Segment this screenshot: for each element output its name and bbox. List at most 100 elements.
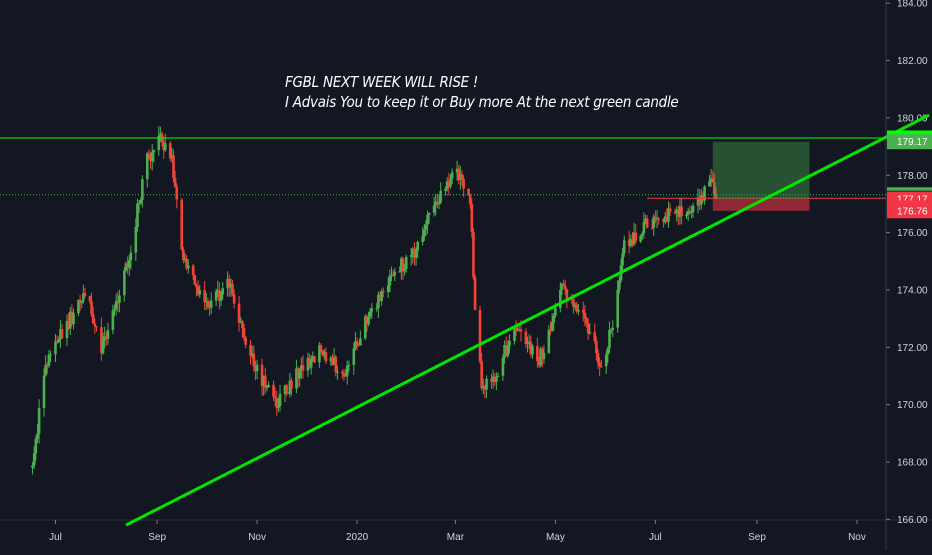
candle-body <box>691 205 695 213</box>
candle-body <box>598 362 601 367</box>
candle-body <box>105 336 108 339</box>
candle-body <box>668 208 672 212</box>
candle-body <box>357 343 361 346</box>
candle-body <box>667 208 670 222</box>
candle-body <box>462 179 465 189</box>
candle-body <box>436 201 439 205</box>
x-tick-label: Nov <box>848 532 866 543</box>
candle-body <box>621 253 624 266</box>
candle-body <box>391 274 395 276</box>
candle-body <box>655 218 659 220</box>
candles-group <box>31 126 718 475</box>
candle-body <box>260 364 264 387</box>
candle-body <box>562 283 565 286</box>
candle-body <box>421 236 424 242</box>
candle-body <box>68 311 72 329</box>
candle-body <box>221 288 224 295</box>
candle-body <box>573 304 577 307</box>
candle-body <box>604 354 608 367</box>
annotation-line-2: I Advais You to keep it or Buy more At t… <box>285 93 679 111</box>
candle-body <box>524 331 528 344</box>
candle-body <box>549 329 552 331</box>
candle-body <box>342 373 346 377</box>
candle-body <box>618 280 621 290</box>
candle-body <box>644 218 647 222</box>
candle-body <box>445 181 449 189</box>
candle-body <box>77 299 80 314</box>
candle-body <box>309 359 313 368</box>
candle-body <box>55 341 59 343</box>
y-tick-label: 180.00 <box>897 113 928 124</box>
price-label-text: 179.17 <box>897 137 928 148</box>
candle-body <box>560 283 564 291</box>
candle-body <box>263 375 267 388</box>
candle-body <box>439 190 442 203</box>
candle-body <box>714 194 718 198</box>
position-profit-zone[interactable] <box>712 141 810 200</box>
candle-body <box>237 303 241 323</box>
candle-body <box>334 356 338 373</box>
candle-body <box>542 352 546 360</box>
candle-body <box>354 341 357 349</box>
candle-body <box>44 364 47 376</box>
candle-body <box>37 408 41 434</box>
candle-body <box>606 348 610 355</box>
candle-body <box>537 361 541 366</box>
candle-body <box>318 345 321 363</box>
candle-body <box>634 232 638 242</box>
candle-body <box>118 295 121 304</box>
candle-body <box>403 268 406 272</box>
candle-body <box>172 155 175 179</box>
candle-body <box>413 248 416 258</box>
position-loss-zone[interactable] <box>712 199 810 211</box>
candle-body <box>149 153 152 162</box>
candle-body <box>529 341 533 355</box>
candle-body <box>632 232 636 245</box>
candle-body <box>65 321 69 339</box>
candle-body <box>134 226 138 253</box>
candle-body <box>631 239 634 245</box>
candle-body <box>496 375 500 377</box>
candle-body <box>267 384 270 388</box>
candle-body <box>642 221 646 234</box>
candle-body <box>586 323 590 334</box>
candle-body <box>95 326 98 328</box>
price-label-text: 177.17 <box>897 195 928 206</box>
candle-body <box>493 376 497 383</box>
x-tick-label: Sep <box>148 532 166 543</box>
candle-body <box>467 188 470 196</box>
candle-body <box>485 378 488 390</box>
candle-body <box>265 387 269 389</box>
candle-body <box>324 352 328 362</box>
candle-body <box>344 375 347 377</box>
candle-body <box>341 371 344 374</box>
candle-body <box>596 352 600 363</box>
candle-body <box>680 206 683 217</box>
candle-body <box>103 336 106 341</box>
y-tick-label: 168.00 <box>897 458 928 469</box>
candle-body <box>319 345 323 351</box>
candle-body <box>495 376 498 383</box>
candle-body <box>54 341 57 355</box>
candle-body <box>195 284 198 288</box>
candle-body <box>424 224 428 230</box>
y-tick-label: 170.00 <box>897 400 928 411</box>
candle-body <box>83 293 87 296</box>
candle-body <box>506 345 510 356</box>
candle-body <box>275 398 279 408</box>
candle-body <box>218 290 221 301</box>
candle-body <box>690 212 693 214</box>
candle-body <box>36 433 39 440</box>
candle-body <box>536 346 539 362</box>
candle-body <box>241 321 244 329</box>
trendline[interactable] <box>125 113 930 527</box>
candle-body <box>232 294 236 304</box>
candle-body <box>88 295 92 302</box>
candle-body <box>565 289 569 299</box>
candle-body <box>101 340 105 354</box>
candle-body <box>49 354 52 356</box>
candle-body <box>219 294 223 301</box>
candle-body <box>627 240 631 247</box>
